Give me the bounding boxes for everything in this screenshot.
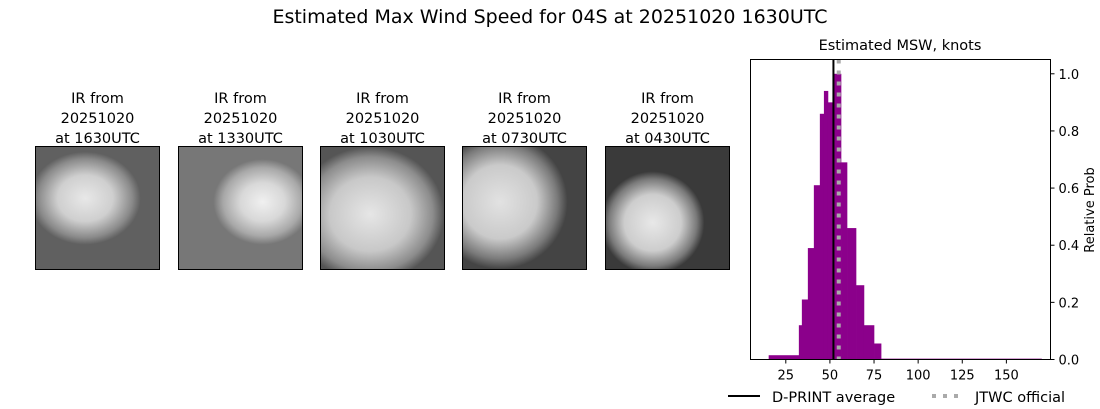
ir-satellite-image: [605, 146, 730, 270]
histogram-bar: [768, 355, 800, 360]
ir-satellite-image: [178, 146, 303, 270]
histogram-bar: [801, 299, 809, 360]
y-axis-label: Relative Prob: [1083, 167, 1098, 252]
panel-label: IR from 20251020 at 1030UTC: [340, 91, 425, 147]
panel-label: IR from 20251020 at 0430UTC: [625, 91, 710, 147]
ir-satellite-image: [320, 146, 445, 270]
y-tick-label: 0.2: [1059, 296, 1080, 311]
figure-title: Estimated Max Wind Speed for 04S at 2025…: [272, 6, 828, 28]
legend-dprint-label: D-PRINT average: [772, 390, 895, 406]
ir-satellite-image: [462, 146, 587, 270]
x-tick-label: 150: [994, 369, 1019, 384]
panel-label: IR from 20251020 at 1330UTC: [198, 91, 283, 147]
histogram-bar: [827, 102, 835, 360]
ir-panel-3: IR from 20251020 at 1030UTC: [320, 89, 445, 270]
histogram-bar: [841, 162, 848, 360]
histogram-bar: [874, 343, 882, 360]
panel-label: IR from 20251020 at 0730UTC: [482, 91, 567, 147]
histogram-bar: [813, 185, 821, 360]
x-tick-label: 25: [778, 369, 795, 384]
x-tick-label: 50: [822, 369, 839, 384]
histogram-bar: [819, 113, 825, 360]
y-tick-label: 0.8: [1059, 125, 1080, 140]
histogram-bar: [847, 228, 857, 360]
histogram-bar: [807, 248, 815, 360]
legend-jtwc-label: JTWC official: [974, 390, 1065, 406]
panel-label: IR from 20251020 at 1630UTC: [55, 91, 140, 147]
y-tick-label: 0.6: [1059, 182, 1080, 197]
ir-satellite-image: [35, 146, 160, 270]
ir-panel-2: IR from 20251020 at 1330UTC: [178, 89, 303, 270]
y-tick-label: 0.4: [1059, 239, 1080, 254]
histogram-bar: [856, 285, 865, 360]
histogram-bar: [798, 325, 803, 360]
ir-panel-1: IR from 20251020 at 1630UTC: [35, 89, 160, 270]
x-tick-label: 125: [950, 369, 975, 384]
chart-title: Estimated MSW, knots: [819, 38, 982, 54]
x-tick-label: 100: [906, 369, 931, 384]
histogram-bar: [823, 90, 829, 360]
y-tick-label: 1.0: [1059, 68, 1080, 83]
y-tick-label: 0.0: [1059, 354, 1080, 369]
x-tick-label: 75: [866, 369, 883, 384]
plot-frame: [750, 59, 1051, 360]
legend: D-PRINT average JTWC official: [728, 390, 1065, 406]
histogram-bar: [863, 325, 875, 360]
ir-panel-4: IR from 20251020 at 0730UTC: [462, 89, 587, 270]
ir-panel-5: IR from 20251020 at 0430UTC: [605, 89, 730, 270]
